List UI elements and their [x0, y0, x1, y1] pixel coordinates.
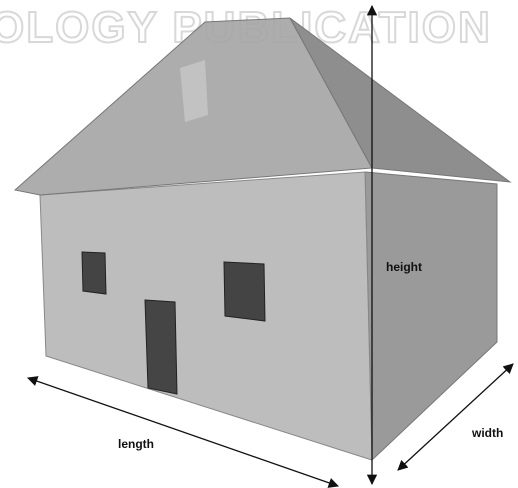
window: [82, 252, 106, 294]
width-label: width: [471, 426, 503, 440]
page: OLOGY PUBLICATION height length width ((…: [0, 0, 518, 488]
house-diagram: OLOGY PUBLICATION height length width: [0, 0, 518, 488]
chimney: [180, 60, 208, 122]
front-wall: [40, 172, 372, 460]
height-label: height: [386, 260, 422, 274]
side-wall: [365, 172, 497, 460]
window: [224, 262, 265, 321]
length-label: length: [118, 437, 154, 451]
door: [145, 300, 177, 394]
